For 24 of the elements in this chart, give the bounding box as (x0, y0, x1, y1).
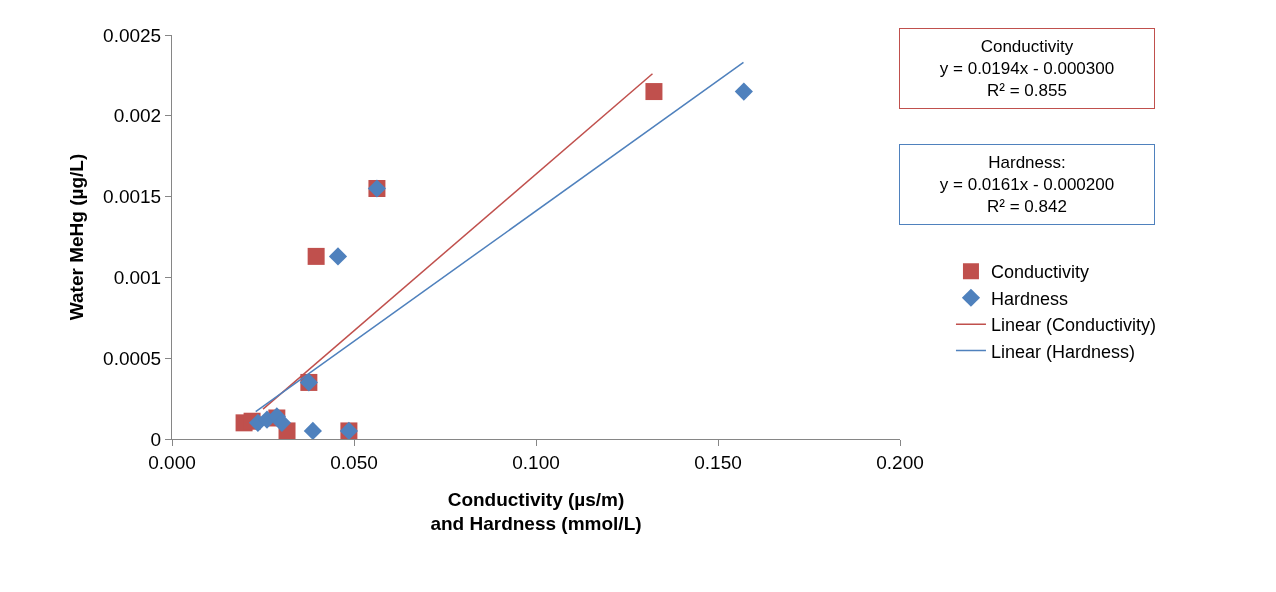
point (328, 247, 348, 266)
point (645, 83, 663, 101)
x-tick-label: 0.050 (330, 451, 378, 473)
legend-label: Linear (Conductivity) (990, 315, 1157, 336)
x-axis-title: Conductivity (µs/m) and Hardness (mmol/L) (430, 488, 642, 535)
y-tick-label: 0.0025 (103, 24, 162, 46)
point (307, 247, 325, 265)
y-axis-title: Water MeHg (µg/L) (65, 153, 87, 321)
y-tick-label: 0 (150, 428, 162, 450)
x-tick-label: 0.200 (876, 451, 924, 473)
x-tick-label: 0.000 (148, 451, 196, 473)
y-tick-label: 0.001 (113, 267, 162, 289)
y-tick-label: 0.0015 (103, 186, 162, 208)
point (303, 421, 322, 439)
legend-label: Conductivity (990, 262, 1090, 283)
x-tick-label: 0.100 (512, 451, 560, 473)
x-tick-label: 0.150 (694, 451, 742, 473)
text: Hardness: y = 0.0161x - 0.000200 R² = 0.842 (939, 153, 1115, 217)
y-tick-label: 0.0005 (103, 347, 162, 369)
text: Conductivity y = 0.0194x - 0.000300 R² = 0.855 (939, 37, 1115, 101)
legend-label: Linear (Hardness) (990, 341, 1136, 362)
legend-label: Hardness (990, 288, 1069, 309)
point (734, 82, 753, 101)
y-tick-label: 0.002 (113, 105, 162, 127)
